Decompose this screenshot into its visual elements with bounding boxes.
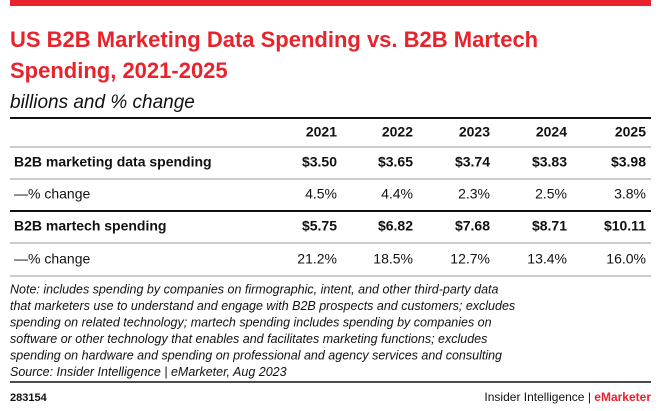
note-line: spending on related technology; martech … bbox=[10, 315, 492, 329]
top-bar bbox=[10, 0, 651, 6]
cell: 2.3% bbox=[458, 186, 490, 202]
cell: 12.7% bbox=[450, 251, 490, 267]
column-header: 2025 bbox=[615, 124, 646, 140]
cell: 16.0% bbox=[606, 251, 646, 267]
cell: $3.65 bbox=[378, 154, 413, 170]
cell: 4.4% bbox=[381, 186, 413, 202]
cell: $8.71 bbox=[532, 218, 567, 234]
cell: 2.5% bbox=[535, 186, 567, 202]
column-header: 2022 bbox=[382, 124, 413, 140]
cell: 21.2% bbox=[297, 251, 337, 267]
brand-part: eMarketer bbox=[594, 390, 651, 404]
note-line: Source: Insider Intelligence | eMarketer… bbox=[10, 365, 287, 379]
brand-part: Insider Intelligence bbox=[484, 390, 584, 404]
brand: Insider Intelligence | eMarketer bbox=[484, 390, 651, 404]
cell: $6.82 bbox=[378, 218, 413, 234]
cell: 3.8% bbox=[614, 186, 646, 202]
row-label: B2B martech spending bbox=[14, 218, 166, 234]
cell: 18.5% bbox=[373, 251, 413, 267]
chart-id: 283154 bbox=[10, 392, 48, 404]
cell: $3.50 bbox=[302, 154, 337, 170]
column-header: 2024 bbox=[536, 124, 567, 140]
cell: $3.83 bbox=[532, 154, 567, 170]
title-line: US B2B Marketing Data Spending vs. B2B M… bbox=[10, 27, 538, 52]
cell: $5.75 bbox=[302, 218, 337, 234]
cell: 13.4% bbox=[527, 251, 567, 267]
cell: $10.11 bbox=[604, 218, 646, 234]
row-label: B2B marketing data spending bbox=[14, 154, 212, 170]
cell: $7.68 bbox=[455, 218, 490, 234]
column-header: 2021 bbox=[306, 124, 337, 140]
title-line: Spending, 2021-2025 bbox=[10, 58, 228, 83]
note-line: that marketers use to understand and eng… bbox=[10, 299, 515, 313]
column-header: 2023 bbox=[459, 124, 490, 140]
note-line: spending on hardware and spending on pro… bbox=[10, 348, 502, 362]
row-label: —% change bbox=[14, 251, 90, 267]
cell: $3.98 bbox=[611, 154, 646, 170]
subtitle: billions and % change bbox=[10, 92, 195, 113]
note-line: software or other technology that enable… bbox=[10, 332, 487, 346]
cell: $3.74 bbox=[455, 154, 490, 170]
brand-sep: | bbox=[588, 390, 591, 404]
row-label: —% change bbox=[14, 186, 90, 202]
note-line: Note: includes spending by companies on … bbox=[10, 282, 499, 296]
cell: 4.5% bbox=[305, 186, 337, 202]
